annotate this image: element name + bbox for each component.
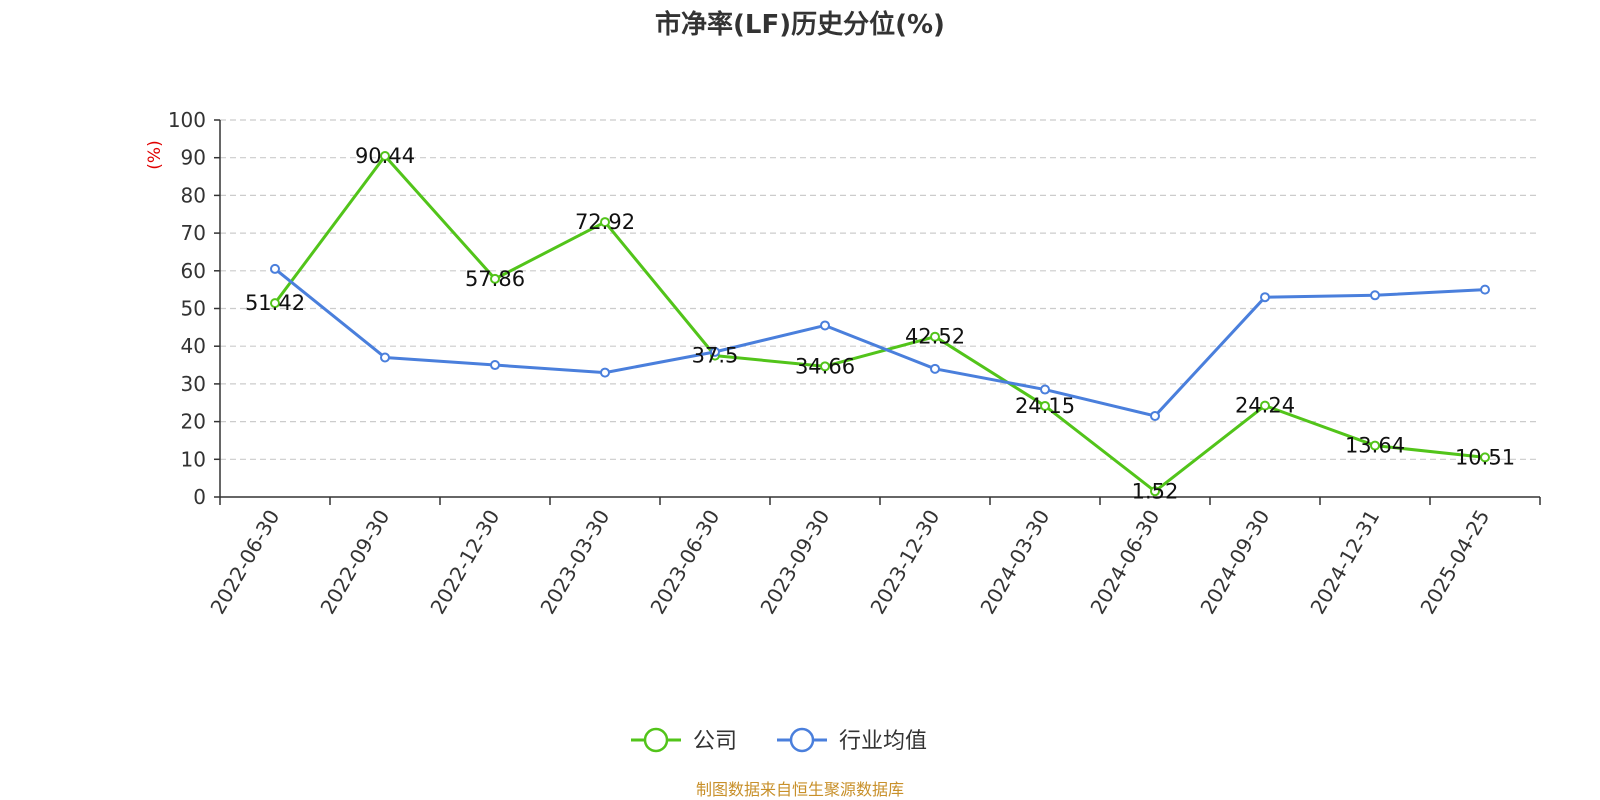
y-tick-label: 50 <box>181 297 206 321</box>
chart-title: 市净率(LF)历史分位(%) <box>655 10 945 40</box>
data-point <box>1150 410 1160 421</box>
data-label: 1.52 <box>1132 479 1179 503</box>
legend: 公司 行业均值 <box>631 727 927 754</box>
y-axis-unit-label: (%) <box>145 140 165 169</box>
data-point <box>930 331 940 342</box>
y-tick-label: 30 <box>181 372 206 396</box>
data-point <box>600 367 610 378</box>
x-tick-label: 2022-12-30 <box>425 506 504 619</box>
data-point <box>1040 400 1050 411</box>
data-point <box>1480 284 1490 295</box>
y-tick-label: 40 <box>181 334 206 358</box>
y-tick-label: 0 <box>193 485 206 509</box>
data-label: 51.42 <box>245 291 305 315</box>
data-point <box>1370 290 1380 301</box>
x-tick-label: 2024-12-31 <box>1305 506 1384 619</box>
legend-label: 行业均值 <box>839 729 927 754</box>
data-point <box>820 320 830 331</box>
data-label: 57.86 <box>465 267 525 291</box>
data-label: 34.66 <box>795 354 855 378</box>
data-point <box>930 363 940 374</box>
data-point <box>1150 486 1160 497</box>
series-line <box>274 267 1486 418</box>
data-point <box>1260 292 1270 303</box>
data-point <box>1040 384 1050 395</box>
y-tick-label: 100 <box>168 108 206 132</box>
legend-marker <box>789 727 815 753</box>
data-label: 72.92 <box>575 210 635 234</box>
x-tick-label: 2024-06-30 <box>1085 506 1164 619</box>
legend-label: 公司 <box>693 729 737 754</box>
data-labels: 51.42 90.44 57.86 72.92 37.5 34.66 42.52 24.15 1… <box>245 144 1515 503</box>
data-point <box>1370 440 1380 451</box>
data-point <box>270 298 280 309</box>
data-point <box>600 217 610 228</box>
x-tick-label: 2025-04-25 <box>1415 506 1494 619</box>
x-tick-label: 2023-12-30 <box>865 506 944 619</box>
x-tick-label: 2023-06-30 <box>645 506 724 619</box>
data-point <box>380 352 390 363</box>
data-point <box>1480 452 1490 463</box>
y-tick-label: 70 <box>181 221 206 245</box>
data-point <box>710 346 720 357</box>
data-point <box>820 361 830 372</box>
y-tick-label: 10 <box>181 447 206 471</box>
x-tick-label: 2024-09-30 <box>1195 506 1274 619</box>
y-tick-label: 60 <box>181 259 206 283</box>
data-label: 13.64 <box>1345 434 1405 458</box>
x-tick-label: 2022-09-30 <box>315 506 394 619</box>
data-point <box>490 273 500 284</box>
data-point <box>380 151 390 162</box>
data-label: 42.52 <box>905 325 965 349</box>
data-label: 24.15 <box>1015 394 1075 418</box>
y-tick-label: 90 <box>181 146 206 170</box>
data-point <box>1260 400 1270 411</box>
series-line <box>273 154 1486 493</box>
data-label: 10.51 <box>1455 445 1515 469</box>
data-point <box>270 263 280 274</box>
series-lines <box>270 151 1490 497</box>
x-tick-label: 2023-03-30 <box>535 506 614 619</box>
y-tick-label: 80 <box>181 183 206 207</box>
y-tick-label: 20 <box>181 410 206 434</box>
grid-lines <box>220 119 1540 460</box>
legend-marker <box>643 727 669 753</box>
data-label: 90.44 <box>355 144 415 168</box>
x-tick-label: 2022-06-30 <box>205 506 284 619</box>
data-point <box>490 360 500 371</box>
source-note: 制图数据来自恒生聚源数据库 <box>695 780 904 799</box>
data-label: 24.24 <box>1235 394 1295 418</box>
data-label: 37.5 <box>692 344 739 368</box>
x-tick-label: 2023-09-30 <box>755 506 834 619</box>
x-tick-label: 2024-03-30 <box>975 506 1054 619</box>
